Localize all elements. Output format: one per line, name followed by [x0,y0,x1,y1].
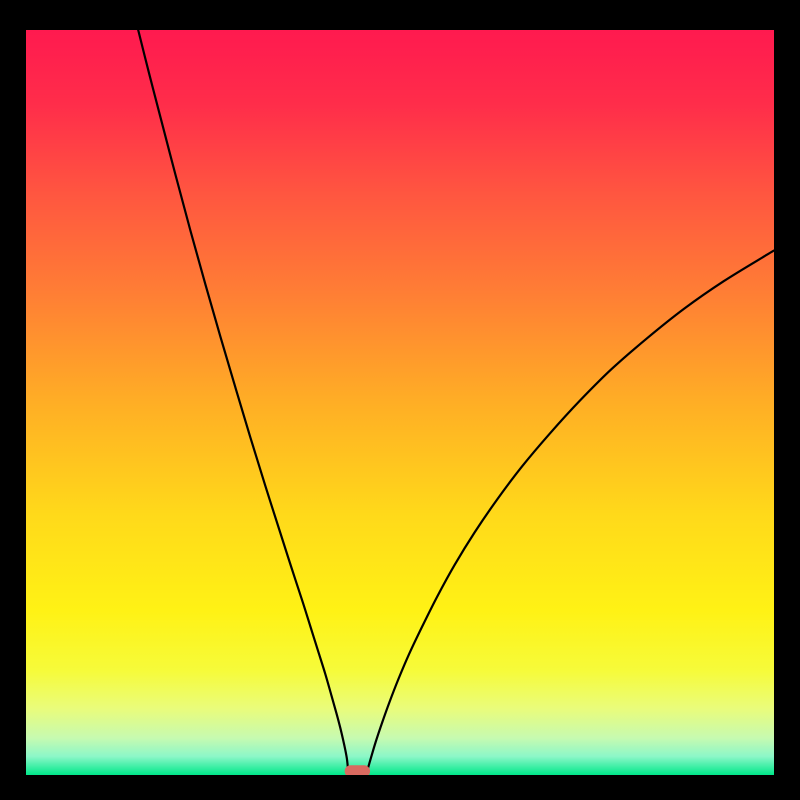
chart-canvas: TheBottleneck.com [0,0,800,800]
gradient-background [26,30,774,775]
bottleneck-curve-plot [0,0,800,800]
